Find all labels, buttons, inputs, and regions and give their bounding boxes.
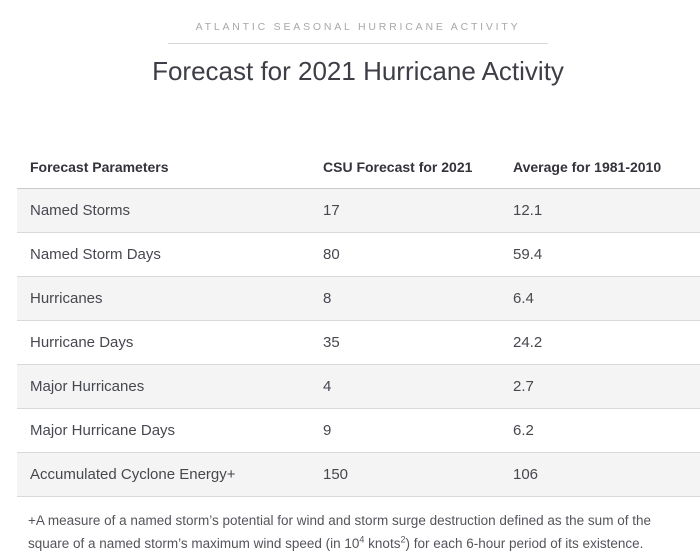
article-header: ATLANTIC SEASONAL HURRICANE ACTIVITY For… [0, 0, 700, 88]
footnote-text: square of a named storm’s maximum wind s… [28, 535, 360, 551]
cell-forecast: 150 [323, 452, 513, 497]
table-row: Accumulated Cyclone Energy+ 150 106 [17, 452, 700, 497]
cell-average: 24.2 [513, 320, 700, 365]
forecast-table: Forecast Parameters CSU Forecast for 202… [17, 159, 700, 497]
cell-average: 59.4 [513, 232, 700, 277]
cell-average: 106 [513, 452, 700, 497]
cell-parameter: Major Hurricane Days [17, 408, 323, 453]
table-row: Named Storms 17 12.1 [17, 188, 700, 233]
footnote-superscript: 4 [359, 534, 365, 544]
cell-average: 6.4 [513, 276, 700, 321]
cell-forecast: 35 [323, 320, 513, 365]
cell-average: 2.7 [513, 364, 700, 409]
column-header-average: Average for 1981-2010 [513, 159, 662, 175]
cell-parameter: Accumulated Cyclone Energy+ [17, 452, 323, 497]
cell-parameter: Major Hurricanes [17, 364, 323, 409]
footnote-line-1: +A measure of a named storm’s potential … [28, 513, 651, 528]
table-footnote: +A measure of a named storm’s potential … [28, 510, 700, 555]
footnote-text: ) for each 6-hour period of its existenc… [405, 535, 644, 551]
cell-average: 12.1 [513, 188, 700, 233]
table-row: Hurricanes 8 6.4 [17, 276, 700, 321]
cell-parameter: Hurricane Days [17, 320, 323, 365]
cell-parameter: Named Storm Days [17, 232, 323, 277]
cell-average: 6.2 [513, 408, 700, 453]
table-row: Hurricane Days 35 24.2 [17, 320, 700, 365]
cell-forecast: 17 [323, 188, 513, 233]
header-divider [168, 43, 548, 44]
page-title: Forecast for 2021 Hurricane Activity [152, 56, 564, 86]
cell-parameter: Hurricanes [17, 276, 323, 321]
table-header-row: Forecast Parameters CSU Forecast for 202… [17, 159, 700, 189]
column-header-forecast: CSU Forecast for 2021 [323, 159, 473, 175]
category-label: ATLANTIC SEASONAL HURRICANE ACTIVITY [195, 21, 521, 33]
table-row: Major Hurricanes 4 2.7 [17, 364, 700, 409]
footnote-superscript: 2 [400, 534, 406, 544]
cell-forecast: 9 [323, 408, 513, 453]
column-header-parameters: Forecast Parameters [30, 159, 169, 175]
cell-forecast: 4 [323, 364, 513, 409]
cell-parameter: Named Storms [17, 188, 323, 233]
cell-forecast: 8 [323, 276, 513, 321]
table-row: Named Storm Days 80 59.4 [17, 232, 700, 277]
footnote-text: knots [364, 535, 401, 551]
footnote-line-2: square of a named storm’s maximum wind s… [28, 533, 700, 556]
table-row: Major Hurricane Days 9 6.2 [17, 408, 700, 453]
cell-forecast: 80 [323, 232, 513, 277]
